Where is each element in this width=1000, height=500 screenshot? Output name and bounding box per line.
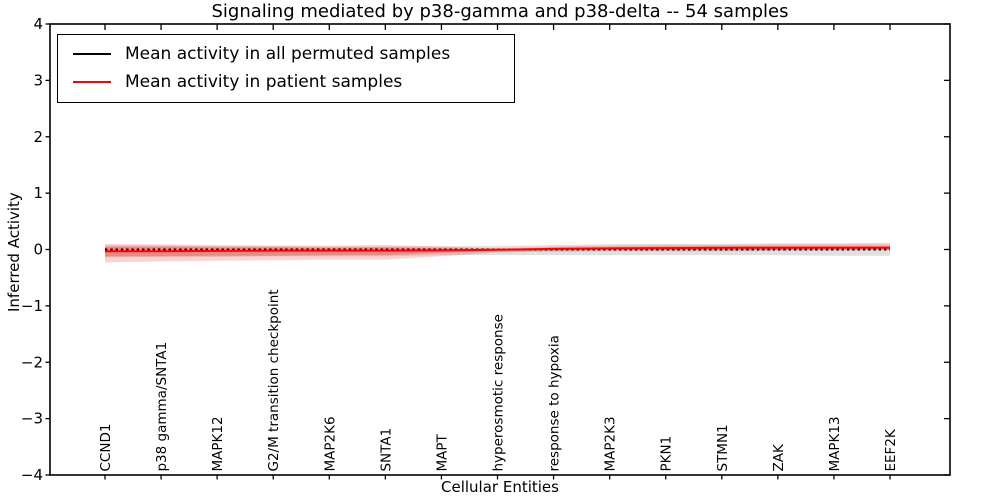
x-tick-label: STMN1 bbox=[715, 424, 731, 471]
x-tick-label: CCND1 bbox=[98, 424, 114, 472]
x-tick-label: p38 gamma/SNTA1 bbox=[154, 342, 170, 472]
y-tick-label: −3 bbox=[21, 410, 43, 428]
y-tick-label: 4 bbox=[33, 15, 43, 33]
legend-label-patient: Mean activity in patient samples bbox=[125, 72, 403, 92]
x-tick-label: EEF2K bbox=[883, 428, 899, 471]
y-tick-label: 3 bbox=[33, 71, 43, 89]
legend: Mean activity in all permuted samples Me… bbox=[57, 34, 515, 103]
x-tick-label: G2/M transition checkpoint bbox=[266, 289, 282, 471]
chart-title: Signaling mediated by p38-gamma and p38-… bbox=[211, 1, 789, 22]
x-tick-label: response to hypoxia bbox=[547, 335, 563, 471]
series-line-patient bbox=[105, 246, 890, 253]
x-tick-label: ZAK bbox=[771, 443, 787, 471]
x-tick-label: MAPK13 bbox=[827, 416, 843, 471]
y-tick-label: 0 bbox=[33, 241, 43, 259]
x-tick-label: MAP2K3 bbox=[603, 416, 619, 471]
y-tick-label: −2 bbox=[21, 353, 43, 371]
x-tick-label: PKN1 bbox=[659, 436, 675, 472]
x-axis-label: Cellular Entities bbox=[441, 478, 559, 496]
legend-line-sample-permuted bbox=[73, 53, 111, 55]
x-tick-label: MAP2K6 bbox=[322, 416, 338, 471]
y-tick-label: 2 bbox=[33, 128, 43, 146]
legend-item-patient: Mean activity in patient samples bbox=[58, 68, 514, 96]
x-tick-label: hyperosmotic response bbox=[491, 314, 507, 471]
legend-label-permuted: Mean activity in all permuted samples bbox=[125, 44, 451, 64]
x-tick-label: MAPK12 bbox=[210, 416, 226, 471]
y-tick-label: 1 bbox=[33, 184, 43, 202]
y-tick-label: −1 bbox=[21, 297, 43, 315]
y-tick-label: −4 bbox=[21, 466, 43, 484]
x-tick-label: SNTA1 bbox=[378, 428, 394, 472]
x-tick-label: MAPT bbox=[434, 433, 450, 471]
y-axis-label: Inferred Activity bbox=[5, 192, 23, 312]
legend-item-permuted: Mean activity in all permuted samples bbox=[58, 40, 514, 68]
legend-line-sample-patient bbox=[73, 81, 111, 83]
